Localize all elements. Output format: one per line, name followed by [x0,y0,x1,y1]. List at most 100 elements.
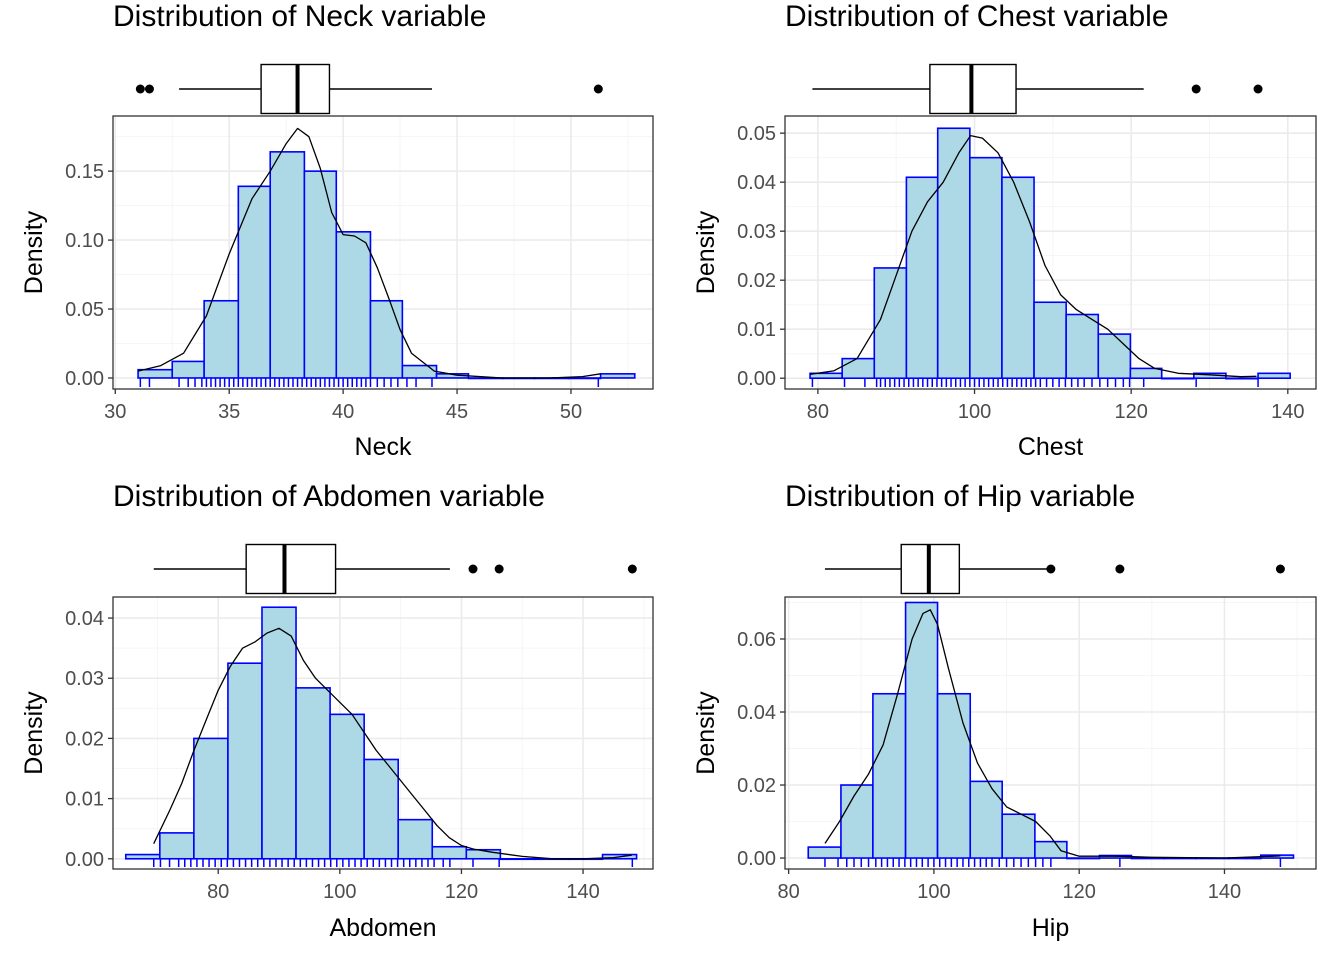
x-tick-label: 120 [1114,401,1147,423]
histogram-bar-2 [840,784,874,859]
y-axis-title: Density [20,210,48,294]
chart-panel-1: Distribution of Neck variable 0.00 0.05 0.1… [20,0,654,461]
y-tick-label: 0.10 [65,230,104,252]
x-tick-label: 120 [1063,881,1096,903]
boxplot-outlier-3 [593,84,603,94]
boxplot-outlier-3 [1275,564,1285,574]
x-axis-title: Hip [1032,914,1070,942]
histogram-bar-4 [227,662,263,860]
histogram-bar-7 [335,231,372,379]
y-tick-label: 0.01 [737,319,776,341]
chart-title: Distribution of Neck variable [113,0,487,33]
histogram-bar-9 [1066,857,1101,860]
histogram-bar-8 [1033,301,1067,380]
histogram-bar-15 [599,373,636,379]
chart-title: Distribution of Abdomen variable [113,480,545,513]
x-tick-label: 40 [332,401,354,423]
boxplot-outlier-3 [627,564,637,574]
x-axis-title: Neck [355,433,412,461]
x-tick-label: 100 [917,881,950,903]
density-curve [137,127,601,379]
histogram-bar-3 [873,267,908,380]
boxplot-outlier-2 [494,564,504,574]
y-tick-label: 0.05 [737,123,776,145]
histogram-bar-3 [872,692,907,859]
boxplot-box [245,543,337,595]
histogram-bar-6 [295,687,331,860]
histogram-bar-5 [261,606,297,860]
histogram-bar-14 [567,377,602,380]
panel-border [784,596,1317,870]
x-tick-label: 50 [560,401,582,423]
x-tick-label: 80 [778,881,800,903]
histogram-bar-15 [1257,372,1291,380]
boxplot-outlier-2 [144,84,154,94]
y-tick-label: 0.01 [65,789,104,811]
histogram-bar-9 [397,818,434,860]
chart-panel-2: Distribution of Chest variable 0.00 0.01 0.… [692,0,1317,461]
x-axis-title: Abdomen [329,914,436,942]
histogram-bar-3 [203,299,240,379]
histogram-bar-14 [1225,377,1259,380]
histogram-bar-4 [904,601,939,859]
histogram-bar-11 [1130,857,1165,860]
histogram-bar-9 [401,364,438,379]
x-tick-label: 35 [218,401,240,423]
chart-panel-3: Distribution of Abdomen variable 0.00 0.01… [20,480,654,942]
histogram-bar-10 [431,845,468,860]
histogram-bar-2 [159,832,195,860]
histogram-bar-2 [841,357,876,380]
y-tick-label: 0.04 [737,702,776,724]
boxplot-box [260,63,331,115]
histogram-bar-6 [969,780,1003,859]
panel-border [112,596,654,870]
histogram-bar-8 [369,299,404,379]
histogram-bar-3 [193,737,229,860]
histogram-bar-8 [1034,840,1068,859]
x-tick-label: 140 [1208,881,1241,903]
y-tick-label: 0.04 [65,608,104,630]
x-tick-label: 80 [807,401,829,423]
histogram-bar-8 [363,758,400,860]
histogram-bar-9 [1065,313,1100,380]
y-tick-label: 0.06 [737,629,776,651]
histogram-bar-5 [269,151,306,379]
x-tick-label: 30 [104,401,126,423]
histogram-bar-4 [237,185,272,379]
histogram-bar-7 [1001,813,1036,859]
panel-border [784,115,1317,390]
boxplot-outlier-2 [1253,84,1263,94]
chart-panel-4: Distribution of Hip variable 0.00 0.02 0.04… [692,480,1317,942]
histogram-bar-4 [905,176,939,380]
y-tick-label: 0.02 [737,775,776,797]
histogram-bar-12 [499,857,536,861]
histogram-bar-2 [171,360,205,379]
boxplot-outlier-1 [1191,84,1201,94]
y-tick-label: 0.15 [65,161,104,183]
density-curve [810,134,1257,378]
histogram-bar-7 [1001,176,1035,380]
density-curve [824,609,1281,859]
boxplot-outlier-1 [135,84,145,94]
histogram-bar-5 [936,127,971,380]
x-tick-label: 100 [323,881,356,903]
panel-border [112,115,654,390]
histogram-bar-5 [936,692,972,859]
histogram-bar-6 [969,156,1003,380]
y-tick-label: 0.00 [737,368,776,390]
y-axis-title: Density [692,691,720,775]
y-tick-label: 0.00 [65,849,104,871]
boxplot-outlier-1 [1046,564,1056,574]
histogram-bar-1 [124,853,161,860]
y-axis-title: Density [692,210,720,294]
histogram-bar-7 [329,713,365,860]
x-tick-label: 45 [446,401,468,423]
boxplot-outlier-2 [1115,564,1125,574]
histogram-bar-1 [137,368,174,379]
x-tick-label: 140 [566,881,599,903]
x-tick-label: 140 [1271,401,1304,423]
x-tick-label: 100 [958,401,991,423]
y-tick-label: 0.00 [65,368,104,390]
y-tick-label: 0.00 [737,848,776,870]
